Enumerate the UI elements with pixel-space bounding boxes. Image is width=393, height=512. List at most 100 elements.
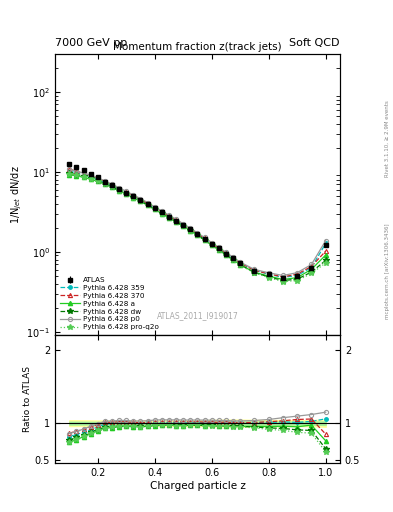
Pythia 6.428 359 <box>188 226 193 232</box>
Pythia 6.428 370 <box>103 178 107 184</box>
Pythia 6.428 dw <box>74 172 79 178</box>
Pythia 6.428 359 <box>152 205 157 211</box>
Pythia 6.428 pro-q2o <box>131 195 136 201</box>
Pythia 6.428 p0 <box>131 192 136 198</box>
Pythia 6.428 370 <box>188 226 193 232</box>
Pythia 6.428 dw <box>188 227 193 233</box>
Pythia 6.428 pro-q2o <box>295 278 299 284</box>
Legend: ATLAS, Pythia 6.428 359, Pythia 6.428 370, Pythia 6.428 a, Pythia 6.428 dw, Pyth: ATLAS, Pythia 6.428 359, Pythia 6.428 37… <box>59 275 160 332</box>
Pythia 6.428 359 <box>167 214 171 220</box>
Pythia 6.428 370 <box>88 173 93 179</box>
Pythia 6.428 p0 <box>217 244 221 250</box>
Line: Pythia 6.428 pro-q2o: Pythia 6.428 pro-q2o <box>66 172 329 284</box>
Pythia 6.428 p0 <box>252 266 257 272</box>
Pythia 6.428 359 <box>145 201 150 207</box>
Pythia 6.428 a <box>81 174 86 180</box>
Pythia 6.428 359 <box>181 222 185 228</box>
Pythia 6.428 359 <box>138 197 143 203</box>
Pythia 6.428 370 <box>224 250 228 256</box>
Title: Momentum fraction z(track jets): Momentum fraction z(track jets) <box>113 41 282 52</box>
Pythia 6.428 p0 <box>160 208 164 214</box>
Pythia 6.428 pro-q2o <box>309 270 314 276</box>
Pythia 6.428 dw <box>81 173 86 179</box>
Pythia 6.428 370 <box>202 236 207 242</box>
Pythia 6.428 pro-q2o <box>138 198 143 204</box>
Pythia 6.428 dw <box>231 257 235 263</box>
Pythia 6.428 pro-q2o <box>103 181 107 187</box>
Pythia 6.428 370 <box>231 255 235 261</box>
Pythia 6.428 359 <box>281 274 285 281</box>
Pythia 6.428 p0 <box>195 230 200 236</box>
Pythia 6.428 p0 <box>323 238 328 244</box>
Pythia 6.428 pro-q2o <box>224 252 228 258</box>
Pythia 6.428 a <box>145 202 150 208</box>
Pythia 6.428 a <box>110 184 114 190</box>
Pythia 6.428 359 <box>174 218 178 224</box>
Pythia 6.428 pro-q2o <box>95 178 100 184</box>
Pythia 6.428 dw <box>309 269 314 275</box>
Pythia 6.428 pro-q2o <box>238 262 242 268</box>
Pythia 6.428 a <box>124 191 129 197</box>
Pythia 6.428 a <box>281 276 285 283</box>
Pythia 6.428 359 <box>195 231 200 237</box>
Text: Soft QCD: Soft QCD <box>290 37 340 48</box>
Pythia 6.428 pro-q2o <box>231 257 235 263</box>
Pythia 6.428 a <box>160 210 164 217</box>
Pythia 6.428 a <box>103 181 107 187</box>
Pythia 6.428 p0 <box>117 185 121 191</box>
Pythia 6.428 p0 <box>167 212 171 218</box>
Pythia 6.428 359 <box>117 186 121 192</box>
Pythia 6.428 dw <box>323 258 328 264</box>
Pythia 6.428 a <box>131 195 136 201</box>
Pythia 6.428 370 <box>252 267 257 273</box>
Pythia 6.428 359 <box>103 179 107 185</box>
Pythia 6.428 pro-q2o <box>117 187 121 194</box>
Line: Pythia 6.428 dw: Pythia 6.428 dw <box>66 170 329 283</box>
Pythia 6.428 a <box>188 227 193 233</box>
Pythia 6.428 p0 <box>266 270 271 276</box>
Pythia 6.428 370 <box>117 185 121 191</box>
Pythia 6.428 pro-q2o <box>110 184 114 190</box>
Pythia 6.428 p0 <box>309 262 314 268</box>
Pythia 6.428 359 <box>74 170 79 176</box>
Pythia 6.428 dw <box>295 276 299 282</box>
Pythia 6.428 dw <box>266 274 271 280</box>
Pythia 6.428 dw <box>209 242 214 248</box>
Pythia 6.428 pro-q2o <box>160 210 164 217</box>
Pythia 6.428 pro-q2o <box>323 260 328 266</box>
Pythia 6.428 dw <box>252 269 257 275</box>
Pythia 6.428 359 <box>209 241 214 247</box>
Pythia 6.428 p0 <box>103 178 107 184</box>
Pythia 6.428 a <box>217 247 221 253</box>
Pythia 6.428 370 <box>74 168 79 174</box>
Pythia 6.428 pro-q2o <box>67 172 72 178</box>
Pythia 6.428 pro-q2o <box>202 237 207 243</box>
Pythia 6.428 a <box>138 198 143 204</box>
Pythia 6.428 a <box>224 252 228 258</box>
Pythia 6.428 pro-q2o <box>124 191 129 197</box>
Pythia 6.428 359 <box>238 260 242 266</box>
Pythia 6.428 359 <box>231 255 235 261</box>
Pythia 6.428 p0 <box>209 240 214 246</box>
Text: mcplots.cern.ch [arXiv:1306.3436]: mcplots.cern.ch [arXiv:1306.3436] <box>385 224 389 319</box>
Pythia 6.428 pro-q2o <box>181 223 185 229</box>
Pythia 6.428 pro-q2o <box>266 274 271 281</box>
Pythia 6.428 370 <box>209 241 214 247</box>
Pythia 6.428 359 <box>323 241 328 247</box>
Pythia 6.428 dw <box>238 262 242 268</box>
Line: Pythia 6.428 a: Pythia 6.428 a <box>67 173 328 282</box>
Pythia 6.428 dw <box>88 175 93 181</box>
Pythia 6.428 370 <box>160 209 164 215</box>
Pythia 6.428 dw <box>117 187 121 194</box>
Pythia 6.428 359 <box>252 267 257 273</box>
Pythia 6.428 a <box>295 274 299 281</box>
Pythia 6.428 370 <box>174 217 178 223</box>
Pythia 6.428 p0 <box>74 168 79 174</box>
Pythia 6.428 pro-q2o <box>252 270 257 276</box>
Pythia 6.428 pro-q2o <box>209 242 214 248</box>
Pythia 6.428 dw <box>195 232 200 238</box>
Pythia 6.428 a <box>252 269 257 275</box>
Pythia 6.428 359 <box>95 176 100 182</box>
Pythia 6.428 359 <box>217 245 221 251</box>
Pythia 6.428 a <box>266 273 271 279</box>
